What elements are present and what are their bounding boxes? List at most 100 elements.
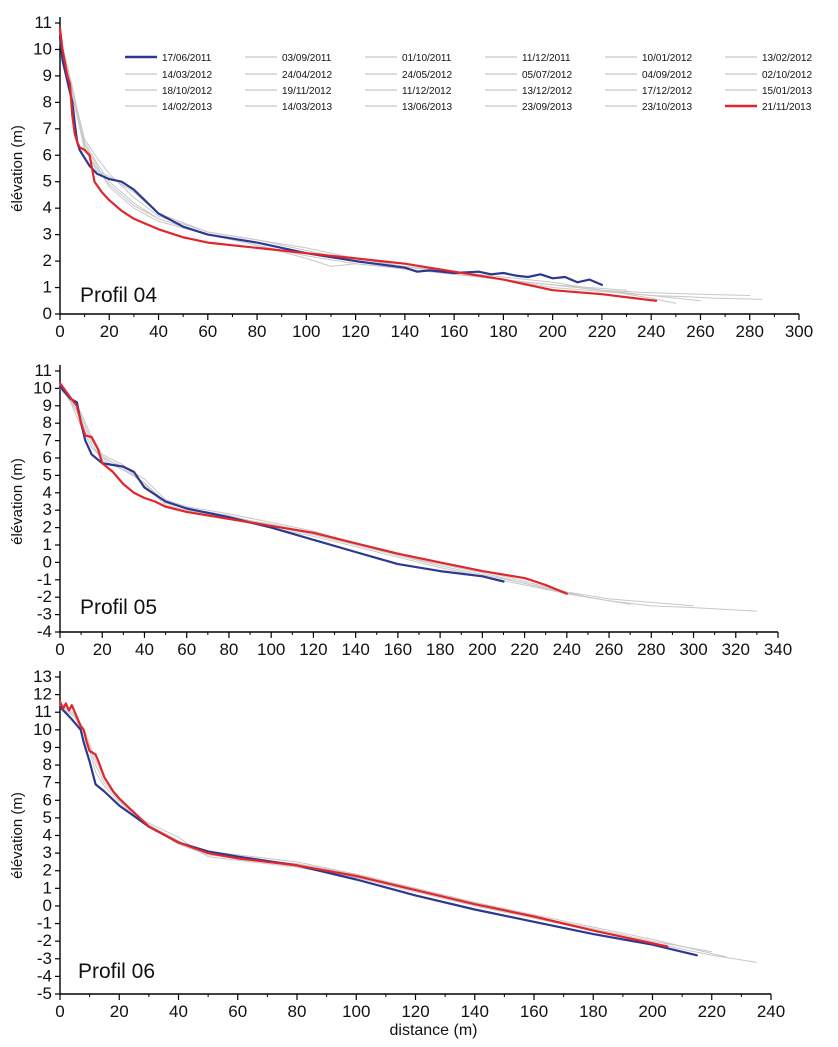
- y-tick-label: 0: [43, 304, 52, 323]
- x-tick-label: 320: [722, 640, 750, 659]
- y-tick-label: 0: [43, 896, 52, 915]
- legend-label: 10/01/2012: [642, 53, 692, 64]
- legend-item: 17/06/2011: [125, 53, 212, 64]
- y-axis-label: élévation (m): [9, 792, 26, 879]
- x-tick-label: 40: [149, 322, 168, 341]
- y-tick-label: -1: [37, 570, 52, 589]
- x-tick-label: 160: [384, 640, 412, 659]
- x-tick-label: 180: [426, 640, 454, 659]
- legend-label: 15/01/2013: [762, 86, 812, 97]
- y-tick-label: 10: [33, 720, 52, 739]
- y-tick-label: 10: [33, 39, 52, 58]
- x-tick-label: 180: [489, 322, 517, 341]
- legend-item: 10/01/2012: [605, 53, 692, 64]
- legend-item: 17/12/2012: [605, 86, 692, 97]
- x-tick-label: 20: [93, 640, 112, 659]
- x-tick-label: 80: [288, 1002, 307, 1021]
- legend-label: 14/03/2012: [162, 70, 212, 81]
- y-tick-label: 2: [43, 251, 52, 270]
- y-tick-label: 6: [43, 145, 52, 164]
- x-tick-label: 40: [135, 640, 154, 659]
- legend-label: 19/11/2012: [282, 86, 332, 97]
- x-tick-label: 40: [169, 1002, 188, 1021]
- x-tick-label: 80: [248, 322, 267, 341]
- x-tick-label: 260: [686, 322, 714, 341]
- y-tick-label: 7: [43, 773, 52, 792]
- y-tick-label: 1: [43, 535, 52, 554]
- legend-label: 24/04/2012: [282, 70, 332, 81]
- x-tick-label: 220: [698, 1002, 726, 1021]
- x-tick-label: 100: [257, 640, 285, 659]
- legend-label: 24/05/2012: [402, 70, 452, 81]
- x-tick-label: 120: [299, 640, 327, 659]
- y-tick-label: 5: [43, 808, 52, 827]
- legend-item: 14/03/2012: [125, 70, 212, 81]
- y-tick-label: 7: [43, 119, 52, 138]
- y-tick-label: 3: [43, 225, 52, 244]
- legend-item: 13/02/2012: [725, 53, 812, 64]
- legend-label: 18/10/2012: [162, 86, 212, 97]
- x-tick-label: 20: [100, 322, 119, 341]
- legend-item: 23/09/2013: [485, 102, 572, 113]
- y-tick-label: 8: [43, 413, 52, 432]
- legend-label: 05/07/2012: [522, 70, 572, 81]
- legend-label: 13/06/2013: [402, 102, 452, 113]
- legend-label: 11/12/2011: [522, 53, 571, 64]
- series-line: [59, 384, 589, 598]
- legend-label: 01/10/2011: [402, 53, 452, 64]
- legend-item: 11/12/2012: [365, 86, 452, 97]
- x-tick-label: 280: [736, 322, 764, 341]
- y-tick-label: 1: [43, 278, 52, 297]
- x-tick-label: 120: [401, 1002, 429, 1021]
- x-tick-label: 140: [461, 1002, 489, 1021]
- legend: 17/06/2011 03/09/2011 01/10/2011 11/12/2011…: [125, 53, 812, 113]
- legend-label: 23/10/2013: [642, 102, 692, 113]
- legend-item: 03/09/2011: [245, 53, 332, 64]
- legend-item: 05/07/2012: [485, 70, 572, 81]
- legend-label: 14/02/2013: [162, 102, 212, 113]
- y-tick-label: -3: [37, 949, 52, 968]
- x-tick-label: 0: [55, 322, 64, 341]
- series-line: [58, 700, 669, 948]
- x-tick-label: 60: [198, 322, 217, 341]
- y-tick-label: -1: [37, 914, 52, 933]
- legend-item: 19/11/2012: [245, 86, 332, 97]
- legend-label: 17/06/2011: [162, 53, 212, 64]
- panel-label: Profil 06: [78, 960, 155, 983]
- x-axis-label: distance (m): [389, 1022, 477, 1039]
- legend-item: 13/12/2012: [485, 86, 572, 97]
- x-tick-label: 220: [588, 322, 616, 341]
- y-tick-label: 6: [43, 448, 52, 467]
- y-tick-label: 0: [43, 552, 52, 571]
- x-tick-label: 80: [219, 640, 238, 659]
- legend-label: 13/12/2012: [522, 86, 572, 97]
- series-line: [59, 38, 677, 304]
- y-tick-label: 13: [33, 667, 52, 686]
- x-tick-label: 220: [510, 640, 538, 659]
- y-tick-label: -4: [37, 622, 52, 641]
- series-line: [59, 387, 631, 605]
- series-line: [58, 382, 568, 595]
- x-tick-label: 60: [228, 1002, 247, 1021]
- x-tick-label: 300: [785, 322, 813, 341]
- y-tick-label: 10: [33, 378, 52, 397]
- y-tick-label: 5: [43, 172, 52, 191]
- y-tick-label: 7: [43, 431, 52, 450]
- legend-item: 04/09/2012: [605, 70, 692, 81]
- legend-item: 18/10/2012: [125, 86, 212, 97]
- x-tick-label: 340: [764, 640, 792, 659]
- legend-label: 11/12/2012: [402, 86, 452, 97]
- y-tick-label: 4: [43, 483, 52, 502]
- x-tick-label: 140: [341, 640, 369, 659]
- x-tick-label: 200: [468, 640, 496, 659]
- x-tick-label: 140: [391, 322, 419, 341]
- x-tick-label: 0: [55, 1002, 64, 1021]
- x-tick-label: 200: [638, 1002, 666, 1021]
- x-tick-label: 160: [440, 322, 468, 341]
- legend-label: 13/02/2012: [762, 53, 812, 64]
- y-tick-label: -4: [37, 966, 52, 985]
- legend-item: 15/01/2013: [725, 86, 812, 97]
- series-line: [59, 35, 763, 300]
- y-tick-label: 11: [34, 361, 52, 380]
